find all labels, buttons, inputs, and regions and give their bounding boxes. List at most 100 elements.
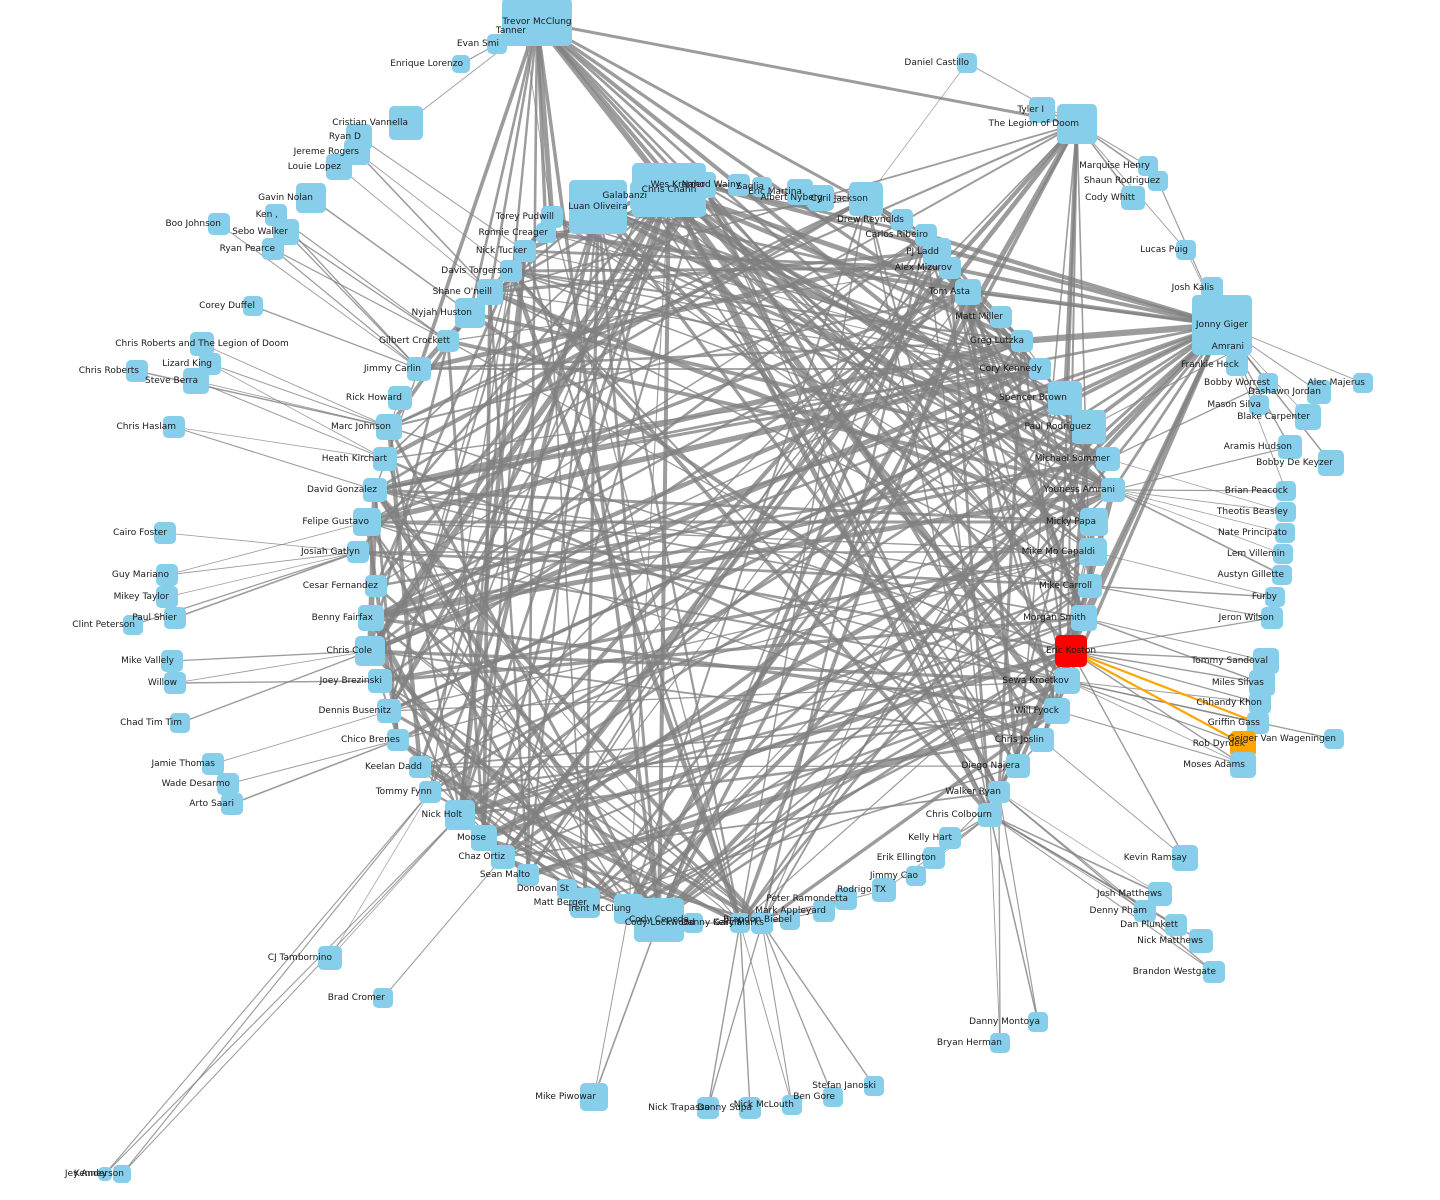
graph-node[interactable] [491, 845, 515, 869]
graph-node[interactable] [389, 106, 423, 140]
graph-node[interactable] [872, 878, 896, 902]
graph-node[interactable] [988, 781, 1010, 803]
graph-node[interactable] [1233, 338, 1251, 356]
graph-node[interactable] [1011, 330, 1033, 352]
graph-node[interactable] [296, 183, 326, 213]
graph-node[interactable] [455, 298, 485, 328]
graph-node[interactable] [376, 414, 402, 440]
graph-node[interactable] [445, 800, 475, 830]
graph-node[interactable] [1276, 502, 1296, 522]
graph-node[interactable] [1203, 961, 1225, 983]
graph-node[interactable] [1055, 635, 1087, 667]
graph-node[interactable] [1057, 104, 1097, 144]
graph-node[interactable] [978, 803, 1002, 827]
graph-node[interactable] [1072, 410, 1106, 444]
graph-node[interactable] [1048, 381, 1082, 415]
graph-node[interactable] [1148, 171, 1168, 191]
graph-node[interactable] [1201, 277, 1223, 299]
graph-node[interactable] [1275, 523, 1295, 543]
graph-node[interactable] [813, 900, 835, 922]
graph-node[interactable] [939, 827, 961, 849]
graph-node[interactable] [183, 368, 209, 394]
graph-node[interactable] [1253, 648, 1279, 674]
graph-node[interactable] [1172, 845, 1198, 871]
graph-node[interactable] [1261, 607, 1283, 629]
graph-node[interactable] [1189, 929, 1213, 953]
graph-node[interactable] [517, 864, 539, 886]
graph-node[interactable] [541, 206, 563, 228]
graph-node[interactable] [318, 946, 342, 970]
graph-node[interactable] [365, 575, 387, 597]
graph-node[interactable] [634, 898, 684, 942]
graph-node[interactable] [363, 478, 387, 502]
graph-node[interactable] [849, 182, 883, 216]
graph-node[interactable] [683, 913, 703, 933]
graph-node[interactable] [1044, 698, 1070, 724]
graph-node[interactable] [835, 888, 857, 910]
graph-node[interactable] [1276, 481, 1296, 501]
graph-node[interactable] [409, 756, 431, 778]
graph-node[interactable] [1134, 900, 1156, 922]
graph-node[interactable] [208, 213, 230, 235]
graph-node[interactable] [1054, 668, 1080, 694]
graph-node[interactable] [990, 306, 1012, 328]
graph-node[interactable] [1028, 1012, 1048, 1032]
graph-node[interactable] [243, 296, 263, 316]
graph-node[interactable] [697, 1097, 719, 1119]
graph-node[interactable] [808, 185, 834, 211]
graph-node[interactable] [570, 888, 600, 918]
graph-node[interactable] [1226, 354, 1248, 376]
graph-node[interactable] [123, 615, 143, 635]
graph-node[interactable] [358, 605, 384, 631]
graph-node[interactable] [217, 773, 239, 795]
graph-node[interactable] [326, 154, 352, 180]
graph-node[interactable] [823, 1087, 843, 1107]
graph-node[interactable] [1230, 752, 1256, 778]
graph-node[interactable] [1295, 404, 1321, 430]
graph-node[interactable] [1324, 729, 1344, 749]
graph-node[interactable] [864, 1076, 884, 1096]
graph-node[interactable] [154, 522, 176, 544]
graph-node[interactable] [1079, 538, 1107, 566]
graph-node[interactable] [164, 672, 186, 694]
graph-node[interactable] [419, 781, 441, 803]
graph-node[interactable] [156, 586, 178, 608]
graph-node[interactable] [1080, 508, 1108, 536]
graph-node[interactable] [1078, 574, 1102, 598]
graph-node[interactable] [170, 713, 190, 733]
graph-node[interactable] [728, 174, 750, 196]
graph-node[interactable] [1096, 447, 1120, 471]
graph-node[interactable] [1121, 186, 1145, 210]
graph-node[interactable] [1029, 97, 1055, 123]
graph-node[interactable] [751, 912, 773, 934]
graph-node[interactable] [262, 238, 284, 260]
graph-node[interactable] [939, 257, 961, 279]
graph-node[interactable] [514, 240, 536, 262]
graph-node[interactable] [1249, 692, 1271, 714]
graph-node[interactable] [113, 1165, 131, 1183]
graph-node[interactable] [752, 177, 772, 197]
graph-node[interactable] [1029, 358, 1051, 380]
graph-node[interactable] [1249, 395, 1269, 415]
graph-node[interactable] [957, 53, 977, 73]
graph-node[interactable] [1006, 754, 1030, 778]
graph-node[interactable] [1247, 712, 1269, 734]
graph-node[interactable] [126, 360, 148, 382]
graph-node[interactable] [1030, 728, 1054, 752]
graph-node[interactable] [923, 847, 945, 869]
graph-node[interactable] [891, 209, 913, 231]
graph-node[interactable] [730, 913, 750, 933]
graph-node[interactable] [500, 260, 522, 282]
graph-node[interactable] [1249, 670, 1275, 696]
graph-node[interactable] [377, 699, 401, 723]
graph-node[interactable] [368, 669, 392, 693]
graph-node[interactable] [373, 447, 397, 471]
graph-node[interactable] [1176, 240, 1196, 260]
graph-node[interactable] [955, 279, 981, 305]
graph-node[interactable] [512, 19, 536, 43]
graph-node[interactable] [190, 332, 214, 356]
graph-node[interactable] [156, 564, 178, 586]
graph-node[interactable] [690, 172, 716, 198]
graph-node[interactable] [163, 416, 185, 438]
graph-node[interactable] [1278, 435, 1302, 459]
